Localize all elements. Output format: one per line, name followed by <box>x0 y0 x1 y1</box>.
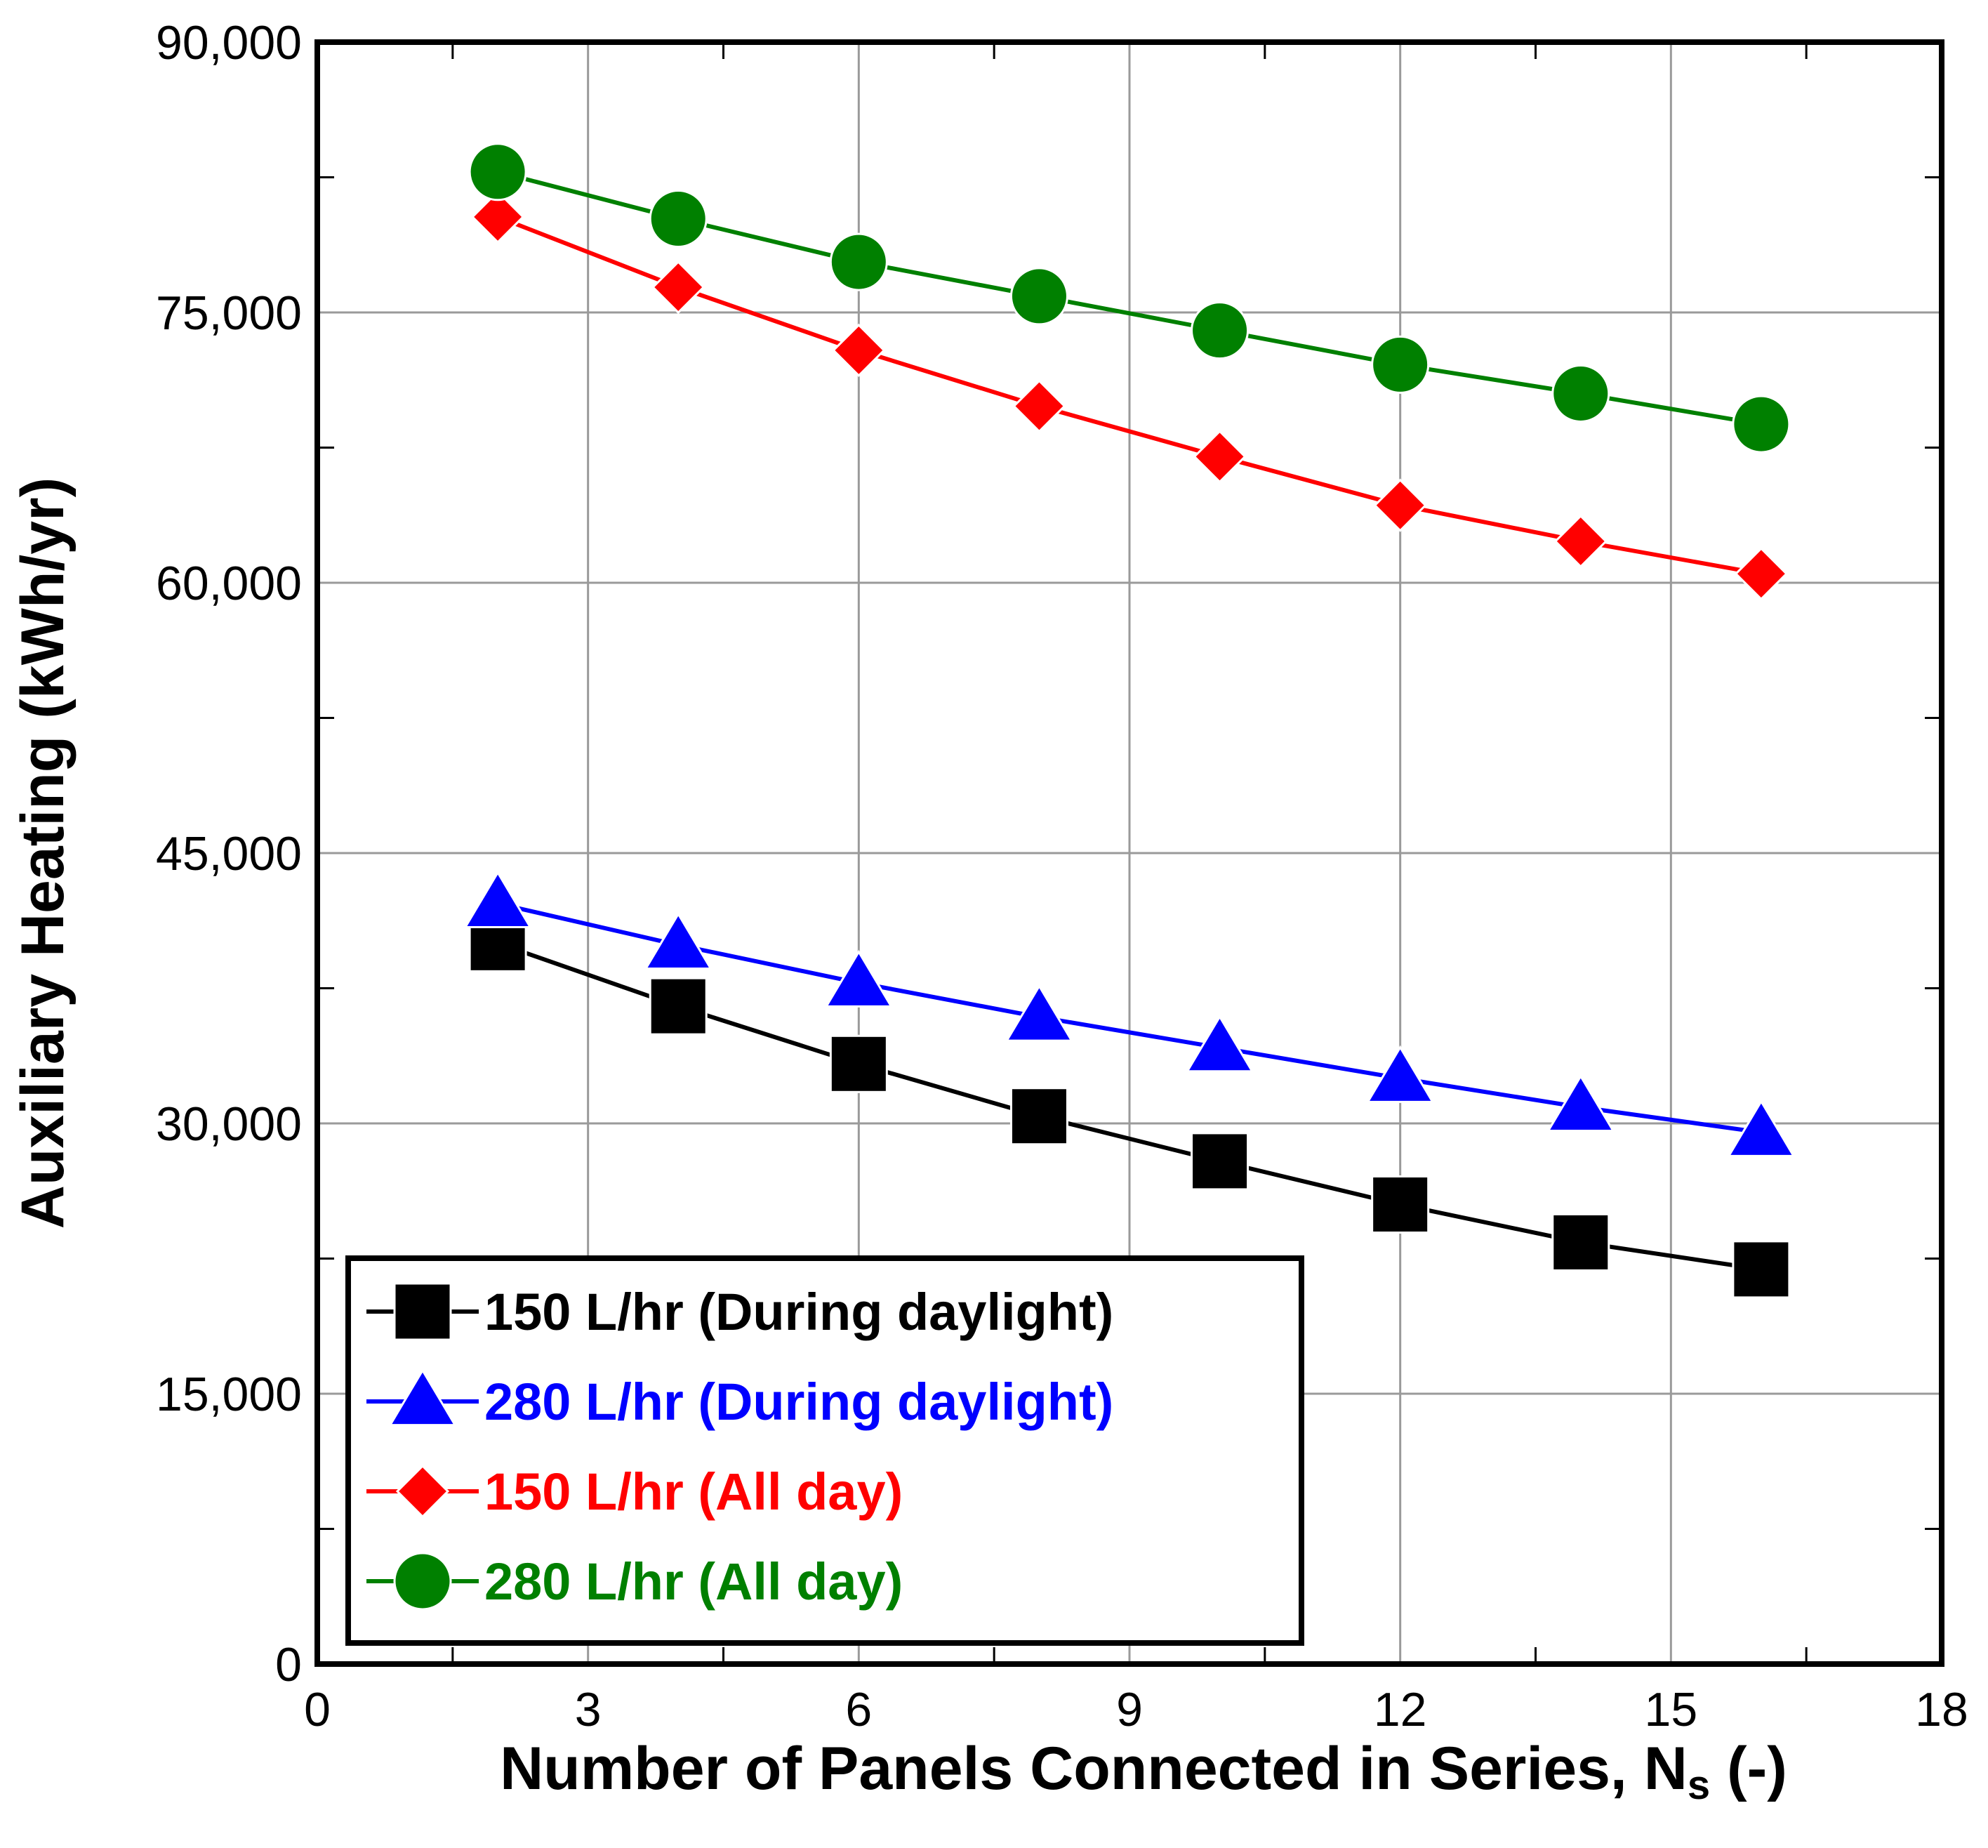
data-point-circle <box>1551 364 1610 423</box>
y-tick-label: 60,000 <box>156 557 302 610</box>
data-point-diamond <box>470 190 525 244</box>
data-point-diamond <box>1373 478 1427 532</box>
data-point-triangle <box>1365 1045 1435 1103</box>
data-point-diamond <box>651 260 705 315</box>
axis-ticks: 0 3 6 9 12 15 18 0 15,000 30,000 45,000 60,000 75,00… <box>156 16 1968 1736</box>
series-line <box>497 215 1762 576</box>
legend-item-4: 280 L/hr (All day) <box>366 1552 903 1611</box>
series-line <box>497 941 1762 1272</box>
data-point-circle <box>829 232 888 291</box>
data-point-diamond <box>832 323 886 378</box>
series-line <box>497 901 1762 1135</box>
data-point-square <box>393 1282 452 1341</box>
legend: 150 L/hr (During daylight) 280 L/hr (Duri… <box>345 1255 1304 1646</box>
data-point-circle <box>1191 301 1250 360</box>
data-point-triangle <box>1005 984 1074 1042</box>
y-tick-label: 90,000 <box>156 16 302 70</box>
data-point-diamond <box>1553 514 1608 569</box>
y-axis-title: Auxiliary Heating (kWh/yr) <box>9 477 77 1229</box>
x-tick-label: 15 <box>1645 1683 1698 1736</box>
y-tick-label: 0 <box>275 1638 302 1691</box>
data-point-circle <box>1732 395 1791 454</box>
data-point-diamond <box>1734 547 1789 601</box>
x-tick-label: 18 <box>1915 1683 1968 1736</box>
data-point-circle <box>393 1552 452 1611</box>
data-point-square <box>1191 1132 1250 1191</box>
y-tick-label: 15,000 <box>156 1368 302 1421</box>
data-point-square <box>1732 1240 1791 1299</box>
data-point-square <box>1009 1087 1068 1146</box>
x-tick-label: 12 <box>1374 1683 1427 1736</box>
data-point-triangle <box>644 911 713 970</box>
series-line <box>497 169 1762 427</box>
legend-label: 280 L/hr (All day) <box>484 1552 903 1611</box>
data-point-triangle <box>824 949 894 1008</box>
legend-label: 150 L/hr (All day) <box>484 1463 903 1521</box>
x-tick-label: 0 <box>304 1683 331 1736</box>
data-point-square <box>649 977 708 1036</box>
series-2 <box>463 870 1796 1157</box>
data-point-square <box>1551 1213 1610 1272</box>
y-tick-label: 45,000 <box>156 827 302 880</box>
x-axis-title-subscript: s <box>1688 1762 1710 1808</box>
data-point-triangle <box>1546 1074 1615 1132</box>
legend-label: 150 L/hr (During daylight) <box>484 1283 1113 1341</box>
data-point-diamond <box>395 1464 450 1519</box>
y-tick-label: 30,000 <box>156 1097 302 1151</box>
x-axis-title: Number of Panels Connected in Series, Ns… <box>500 1735 1787 1808</box>
x-tick-label: 6 <box>845 1683 872 1736</box>
data-point-triangle <box>1727 1099 1796 1157</box>
series-layer <box>463 143 1796 1299</box>
data-point-circle <box>1009 267 1068 326</box>
data-point-diamond <box>1012 379 1066 433</box>
legend-item-3: 150 L/hr (All day) <box>366 1463 903 1521</box>
data-point-square <box>829 1034 888 1093</box>
data-point-triangle <box>463 870 532 928</box>
plot-frame <box>314 39 1944 1667</box>
series-3 <box>470 190 1789 601</box>
data-point-circle <box>468 143 527 202</box>
data-point-diamond <box>1193 430 1247 484</box>
y-tick-label: 75,000 <box>156 286 302 340</box>
x-tick-label: 3 <box>575 1683 602 1736</box>
x-axis-title-suffix: (-) <box>1710 1735 1787 1802</box>
legend-label: 280 L/hr (During daylight) <box>484 1373 1113 1431</box>
x-axis-title-main: Number of Panels Connected in Series, N <box>500 1735 1688 1802</box>
legend-item-2: 280 L/hr (During daylight) <box>366 1368 1113 1431</box>
legend-item-1: 150 L/hr (During daylight) <box>366 1282 1113 1341</box>
data-point-triangle <box>1185 1015 1254 1073</box>
data-point-circle <box>1371 335 1430 394</box>
data-point-square <box>1371 1175 1430 1234</box>
series-4 <box>468 143 1791 454</box>
data-point-triangle <box>388 1368 457 1427</box>
x-tick-label: 9 <box>1116 1683 1143 1736</box>
data-point-circle <box>649 190 708 249</box>
legend-box <box>345 1255 1304 1646</box>
